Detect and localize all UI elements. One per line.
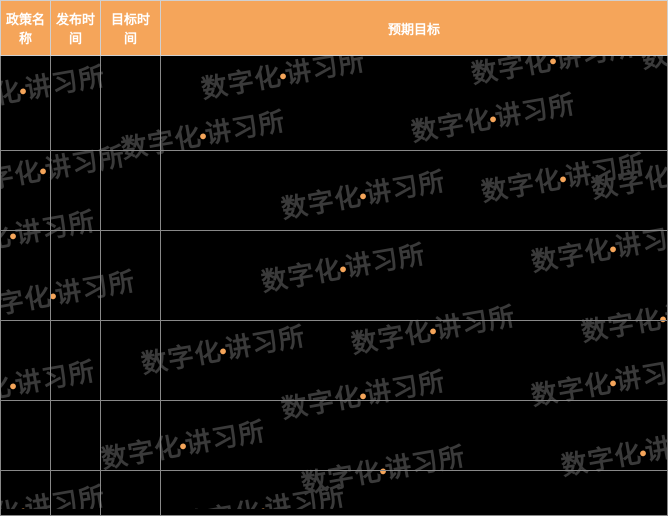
cell-expected-target bbox=[161, 401, 668, 471]
table-row bbox=[1, 321, 668, 401]
cell-expected-target bbox=[161, 321, 668, 401]
table-body bbox=[1, 56, 668, 516]
cell-policy-name bbox=[1, 321, 51, 401]
cell-publish-time bbox=[51, 151, 101, 231]
cell-publish-time bbox=[51, 321, 101, 401]
header-target-time: 目标时间 bbox=[101, 1, 161, 56]
header-publish-time: 发布时间 bbox=[51, 1, 101, 56]
cell-policy-name bbox=[1, 231, 51, 321]
table-row bbox=[1, 401, 668, 471]
cell-expected-target bbox=[161, 231, 668, 321]
cell-target-time bbox=[101, 151, 161, 231]
table-row bbox=[1, 56, 668, 151]
cell-publish-time bbox=[51, 401, 101, 471]
cell-publish-time bbox=[51, 231, 101, 321]
cell-expected-target bbox=[161, 56, 668, 151]
header-policy-name: 政策名称 bbox=[1, 1, 51, 56]
cell-policy-name bbox=[1, 401, 51, 471]
policy-table: 政策名称 发布时间 目标时间 预期目标 bbox=[0, 0, 668, 516]
cell-expected-target bbox=[161, 151, 668, 231]
cell-target-time bbox=[101, 321, 161, 401]
cell-target-time bbox=[101, 401, 161, 471]
table-container: 数字化•讲习所数字化•讲习所数字化•讲习所数字化•讲习所数字化•讲习所数字化•讲… bbox=[0, 0, 668, 509]
cell-publish-time bbox=[51, 56, 101, 151]
header-expected-target: 预期目标 bbox=[161, 1, 668, 56]
cell-target-time bbox=[101, 56, 161, 151]
header-row: 政策名称 发布时间 目标时间 预期目标 bbox=[1, 1, 668, 56]
table-header: 政策名称 发布时间 目标时间 预期目标 bbox=[1, 1, 668, 56]
table-row bbox=[1, 151, 668, 231]
cell-policy-name bbox=[1, 151, 51, 231]
cell-target-time bbox=[101, 231, 161, 321]
cell-policy-name bbox=[1, 56, 51, 151]
table-row bbox=[1, 231, 668, 321]
